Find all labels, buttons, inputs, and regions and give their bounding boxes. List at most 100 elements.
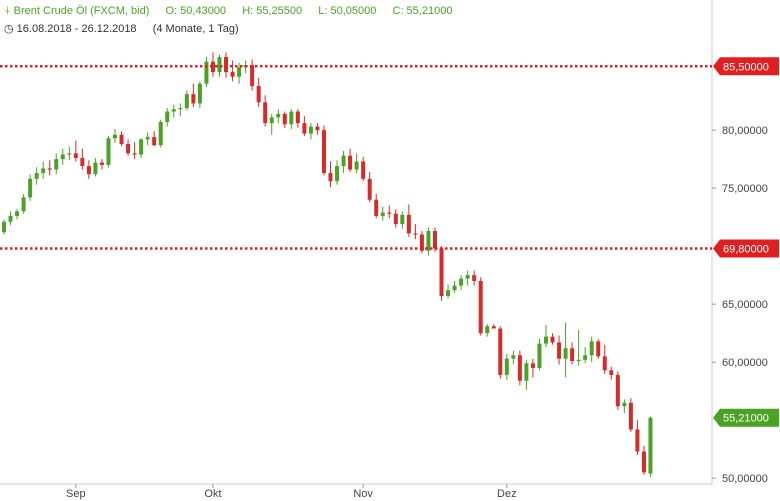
candle-body-down	[210, 61, 215, 73]
candle-body-down	[367, 178, 372, 200]
candle-body-up	[446, 290, 451, 297]
y-tick-label: 60,00000	[722, 357, 768, 369]
candle-body-down	[557, 342, 562, 359]
candle-body-down	[596, 341, 601, 357]
candle-body-down	[374, 199, 379, 216]
last-price-tag: 55,21000	[713, 408, 779, 427]
candle-body-up	[537, 343, 542, 368]
candle-body-down	[387, 212, 392, 214]
candle-body-up	[648, 417, 653, 474]
candle-body-up	[465, 275, 470, 279]
candle-body-down	[393, 213, 398, 225]
low-value: L: 50,05000	[318, 5, 377, 17]
candle-body-up	[54, 159, 59, 170]
candle-body-up	[269, 117, 274, 124]
candle-body-up	[15, 211, 20, 216]
candle-body-down	[498, 328, 503, 375]
y-tick-label: 50,00000	[722, 473, 768, 485]
candle-body-up	[184, 94, 189, 109]
candle-body-down	[191, 94, 196, 104]
candle-body-up	[400, 214, 405, 225]
candle-body-up	[28, 178, 33, 198]
candle-body-up	[204, 61, 209, 84]
candle-body-down	[99, 162, 104, 165]
candle-body-up	[289, 111, 294, 125]
candle-body-up	[41, 168, 46, 174]
candle-body-down	[615, 374, 620, 407]
candle-body-up	[165, 111, 170, 122]
candle-body-up	[60, 154, 65, 160]
y-tick-label: 65,00000	[722, 299, 768, 311]
level-price-tag-shape	[713, 57, 779, 76]
candle-body-up	[511, 355, 516, 359]
candle-body-up	[485, 326, 490, 334]
candle-body-down	[641, 451, 646, 473]
candle-body-up	[67, 153, 72, 155]
x-tick-label: Dez	[497, 488, 517, 500]
candle-body-up	[34, 173, 39, 179]
candle-body-up	[341, 155, 346, 167]
candle-body-down	[47, 168, 52, 170]
candle-body-up	[139, 139, 144, 155]
candle-body-down	[419, 234, 424, 251]
candle-body-up	[380, 212, 385, 216]
candle-body-down	[348, 155, 353, 170]
candle-body-down	[550, 336, 555, 343]
candle-body-down	[132, 153, 137, 155]
candle-body-down	[530, 363, 535, 368]
candle-body-down	[361, 161, 366, 179]
candle-body-down	[321, 130, 326, 174]
candle-body-up	[354, 161, 359, 170]
candle-body-up	[178, 108, 183, 110]
clock-icon: ◷	[4, 23, 14, 35]
y-tick-label: 75,00000	[722, 183, 768, 195]
candle-body-up	[459, 278, 464, 286]
instrument-name: Brent Crude Öl (FXCM, bid)	[13, 5, 150, 17]
candle-body-up	[426, 231, 431, 251]
candle-body-up	[589, 341, 594, 356]
candle-body-up	[276, 113, 281, 118]
candle-body-down	[302, 123, 307, 134]
level-price-tag-label: 69,80000	[723, 243, 769, 255]
candle-body-down	[80, 157, 85, 167]
candle-body-up	[8, 215, 13, 222]
candle-body-up	[106, 138, 111, 165]
candle-body-up	[504, 358, 509, 375]
x-tick-label: Okt	[204, 488, 221, 500]
date-range: 16.08.2018 - 26.12.2018	[16, 23, 137, 35]
candle-body-up	[622, 402, 627, 407]
candle-body-up	[217, 57, 222, 73]
candle-body-up	[308, 126, 313, 134]
candle-body-up	[171, 109, 176, 112]
candle-body-down	[126, 144, 131, 154]
candle-body-down	[602, 356, 607, 371]
candle-body-down	[491, 326, 496, 329]
candle-body-down	[263, 102, 268, 124]
candle-body-up	[563, 348, 568, 359]
candle-body-down	[478, 280, 483, 334]
level-price-tag-shape	[713, 239, 779, 258]
candle-body-down	[517, 355, 522, 381]
candle-body-up	[145, 137, 150, 140]
candle-body-up	[576, 359, 581, 362]
candle-body-up	[583, 355, 588, 360]
y-tick-label: 80,00000	[722, 125, 768, 137]
chart-header-period: ◷ 16.08.2018 - 26.12.2018 (4 Monate, 1 T…	[4, 22, 239, 35]
candle-body-down	[256, 86, 261, 103]
candle-body-up	[237, 67, 242, 77]
candle-body-down	[439, 248, 444, 297]
x-tick-label: Sep	[66, 488, 86, 500]
candle-body-up	[2, 221, 6, 233]
last-price-tag-label: 55,21000	[723, 413, 769, 425]
candle-body-down	[570, 348, 575, 362]
candle-body-down	[315, 126, 320, 131]
candle-body-down	[432, 231, 437, 249]
candle-body-down	[86, 166, 91, 175]
candle-body-down	[328, 173, 333, 182]
candle-body-up	[158, 121, 163, 146]
candle-body-up	[452, 285, 457, 291]
candle-body-down	[73, 153, 78, 158]
high-value: H: 55,25500	[242, 5, 303, 17]
candle-body-down	[250, 65, 255, 87]
